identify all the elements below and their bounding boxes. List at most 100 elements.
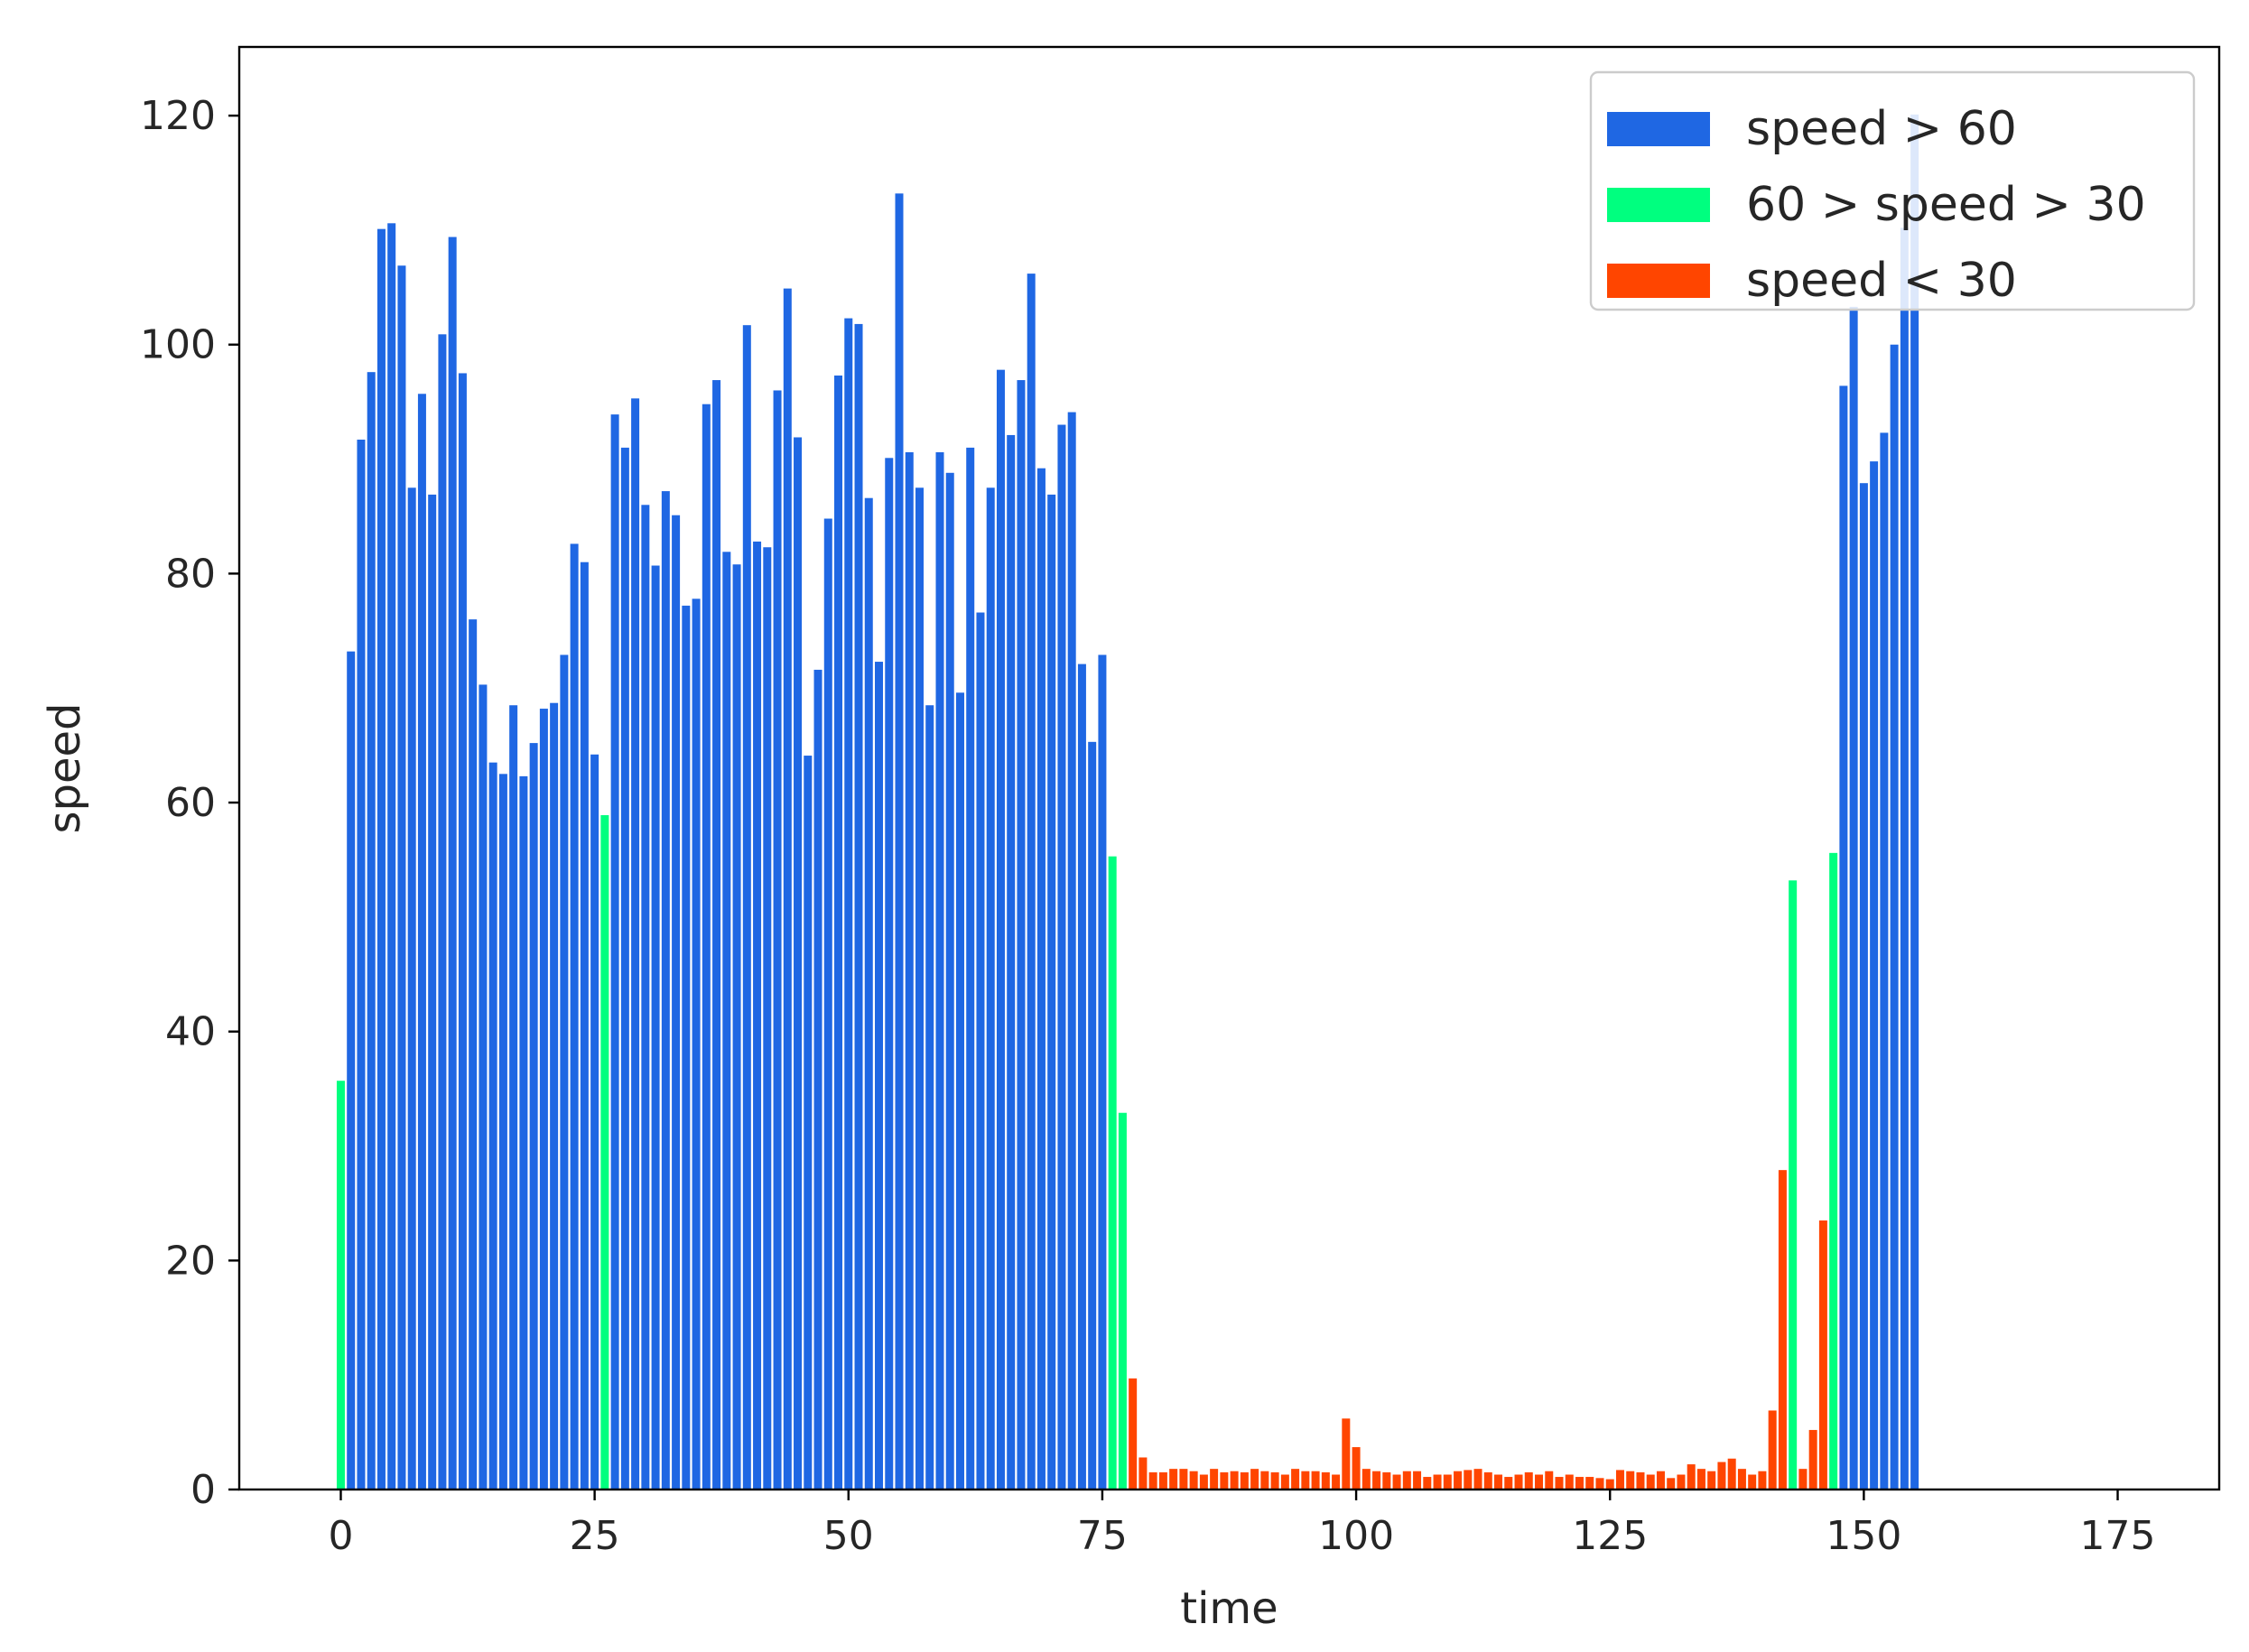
bar-66 [1007, 434, 1016, 1490]
bar-139 [1748, 1474, 1757, 1490]
bar-137 [1727, 1458, 1736, 1490]
bar-110 [1454, 1471, 1463, 1490]
bar-25 [590, 754, 599, 1490]
bar-103 [1382, 1471, 1391, 1490]
bar-7 [407, 487, 416, 1490]
bar-135 [1707, 1471, 1716, 1490]
bar-123 [1585, 1477, 1594, 1490]
bar-126 [1615, 1470, 1624, 1490]
bar-39 [732, 564, 741, 1490]
legend-swatch-0 [1607, 112, 1710, 146]
legend-label-0: speed > 60 [1746, 102, 2017, 156]
bar-109 [1443, 1474, 1452, 1490]
bar-90 [1250, 1469, 1259, 1490]
bar-65 [996, 369, 1005, 1490]
x-tick-label-50: 50 [823, 1513, 874, 1559]
bar-143 [1789, 880, 1798, 1490]
bar-98 [1332, 1474, 1341, 1490]
bar-91 [1260, 1471, 1269, 1490]
bar-43 [773, 390, 782, 1490]
bar-76 [1108, 856, 1117, 1490]
bar-51 [854, 323, 863, 1490]
legend-label-1: 60 > speed > 30 [1746, 178, 2146, 232]
bar-141 [1768, 1410, 1777, 1490]
bar-5 [387, 223, 396, 1490]
bar-116 [1514, 1474, 1523, 1490]
bar-38 [722, 552, 731, 1490]
bar-146 [1818, 1220, 1827, 1490]
bar-101 [1361, 1469, 1371, 1490]
bar-87 [1220, 1471, 1229, 1490]
bar-96 [1311, 1471, 1320, 1490]
y-tick-label-60: 60 [165, 780, 216, 826]
bar-4 [376, 228, 386, 1490]
bar-100 [1352, 1447, 1361, 1490]
legend-box [1589, 70, 2196, 311]
legend: speed > 60 60 > speed > 30 speed < 30 [1589, 70, 2196, 311]
bar-44 [783, 288, 792, 1490]
bar-95 [1301, 1471, 1310, 1490]
bar-69 [1036, 468, 1046, 1490]
bar-86 [1210, 1469, 1219, 1490]
bar-149 [1849, 306, 1858, 1490]
bar-21 [550, 702, 559, 1490]
bar-45 [794, 437, 803, 1490]
x-tick-label-125: 125 [1572, 1513, 1648, 1559]
bar-148 [1839, 385, 1848, 1490]
bar-13 [469, 619, 478, 1490]
bar-108 [1433, 1474, 1442, 1490]
bar-68 [1027, 274, 1036, 1490]
bar-26 [600, 815, 609, 1490]
bar-93 [1280, 1474, 1289, 1490]
bar-128 [1636, 1471, 1645, 1490]
bar-64 [986, 487, 995, 1490]
bar-9 [428, 494, 437, 1490]
x-tick-label-75: 75 [1077, 1513, 1128, 1559]
bar-28 [620, 447, 629, 1490]
bar-40 [742, 325, 751, 1490]
bar-144 [1798, 1469, 1808, 1490]
bar-118 [1535, 1474, 1544, 1490]
bar-89 [1240, 1471, 1249, 1490]
bar-79 [1138, 1457, 1148, 1490]
bar-74 [1088, 741, 1097, 1490]
x-tick-label-150: 150 [1826, 1513, 1901, 1559]
bar-3 [367, 372, 376, 1490]
y-tick-label-0: 0 [191, 1467, 216, 1513]
bar-57 [915, 487, 924, 1490]
bar-81 [1158, 1471, 1167, 1490]
bar-53 [875, 662, 884, 1490]
bar-125 [1605, 1479, 1614, 1490]
bar-132 [1677, 1474, 1686, 1490]
bars-layer [336, 114, 1919, 1490]
bar-32 [661, 491, 670, 1490]
bar-92 [1270, 1471, 1279, 1490]
bar-124 [1595, 1478, 1604, 1490]
bar-62 [966, 447, 975, 1490]
bar-85 [1199, 1474, 1208, 1490]
bar-12 [458, 373, 467, 1490]
bar-131 [1667, 1478, 1676, 1490]
bar-78 [1129, 1378, 1138, 1490]
bar-55 [895, 193, 904, 1490]
x-axis-label: time [1180, 1583, 1278, 1634]
plot-frame [237, 45, 2221, 1491]
bar-145 [1808, 1430, 1817, 1490]
legend-swatch-2 [1607, 264, 1710, 298]
bar-31 [651, 565, 660, 1490]
bar-136 [1717, 1462, 1726, 1490]
bar-8 [417, 394, 426, 1490]
bar-150 [1859, 483, 1868, 1490]
bar-153 [1890, 344, 1899, 1490]
bar-113 [1483, 1471, 1492, 1490]
bar-18 [519, 775, 528, 1490]
bar-61 [955, 692, 964, 1490]
legend-swatch-1 [1607, 188, 1710, 222]
bar-1 [347, 651, 356, 1490]
bar-14 [479, 684, 488, 1490]
bar-70 [1047, 494, 1056, 1490]
bar-30 [641, 505, 650, 1490]
bar-27 [610, 414, 619, 1490]
bar-20 [539, 709, 548, 1490]
